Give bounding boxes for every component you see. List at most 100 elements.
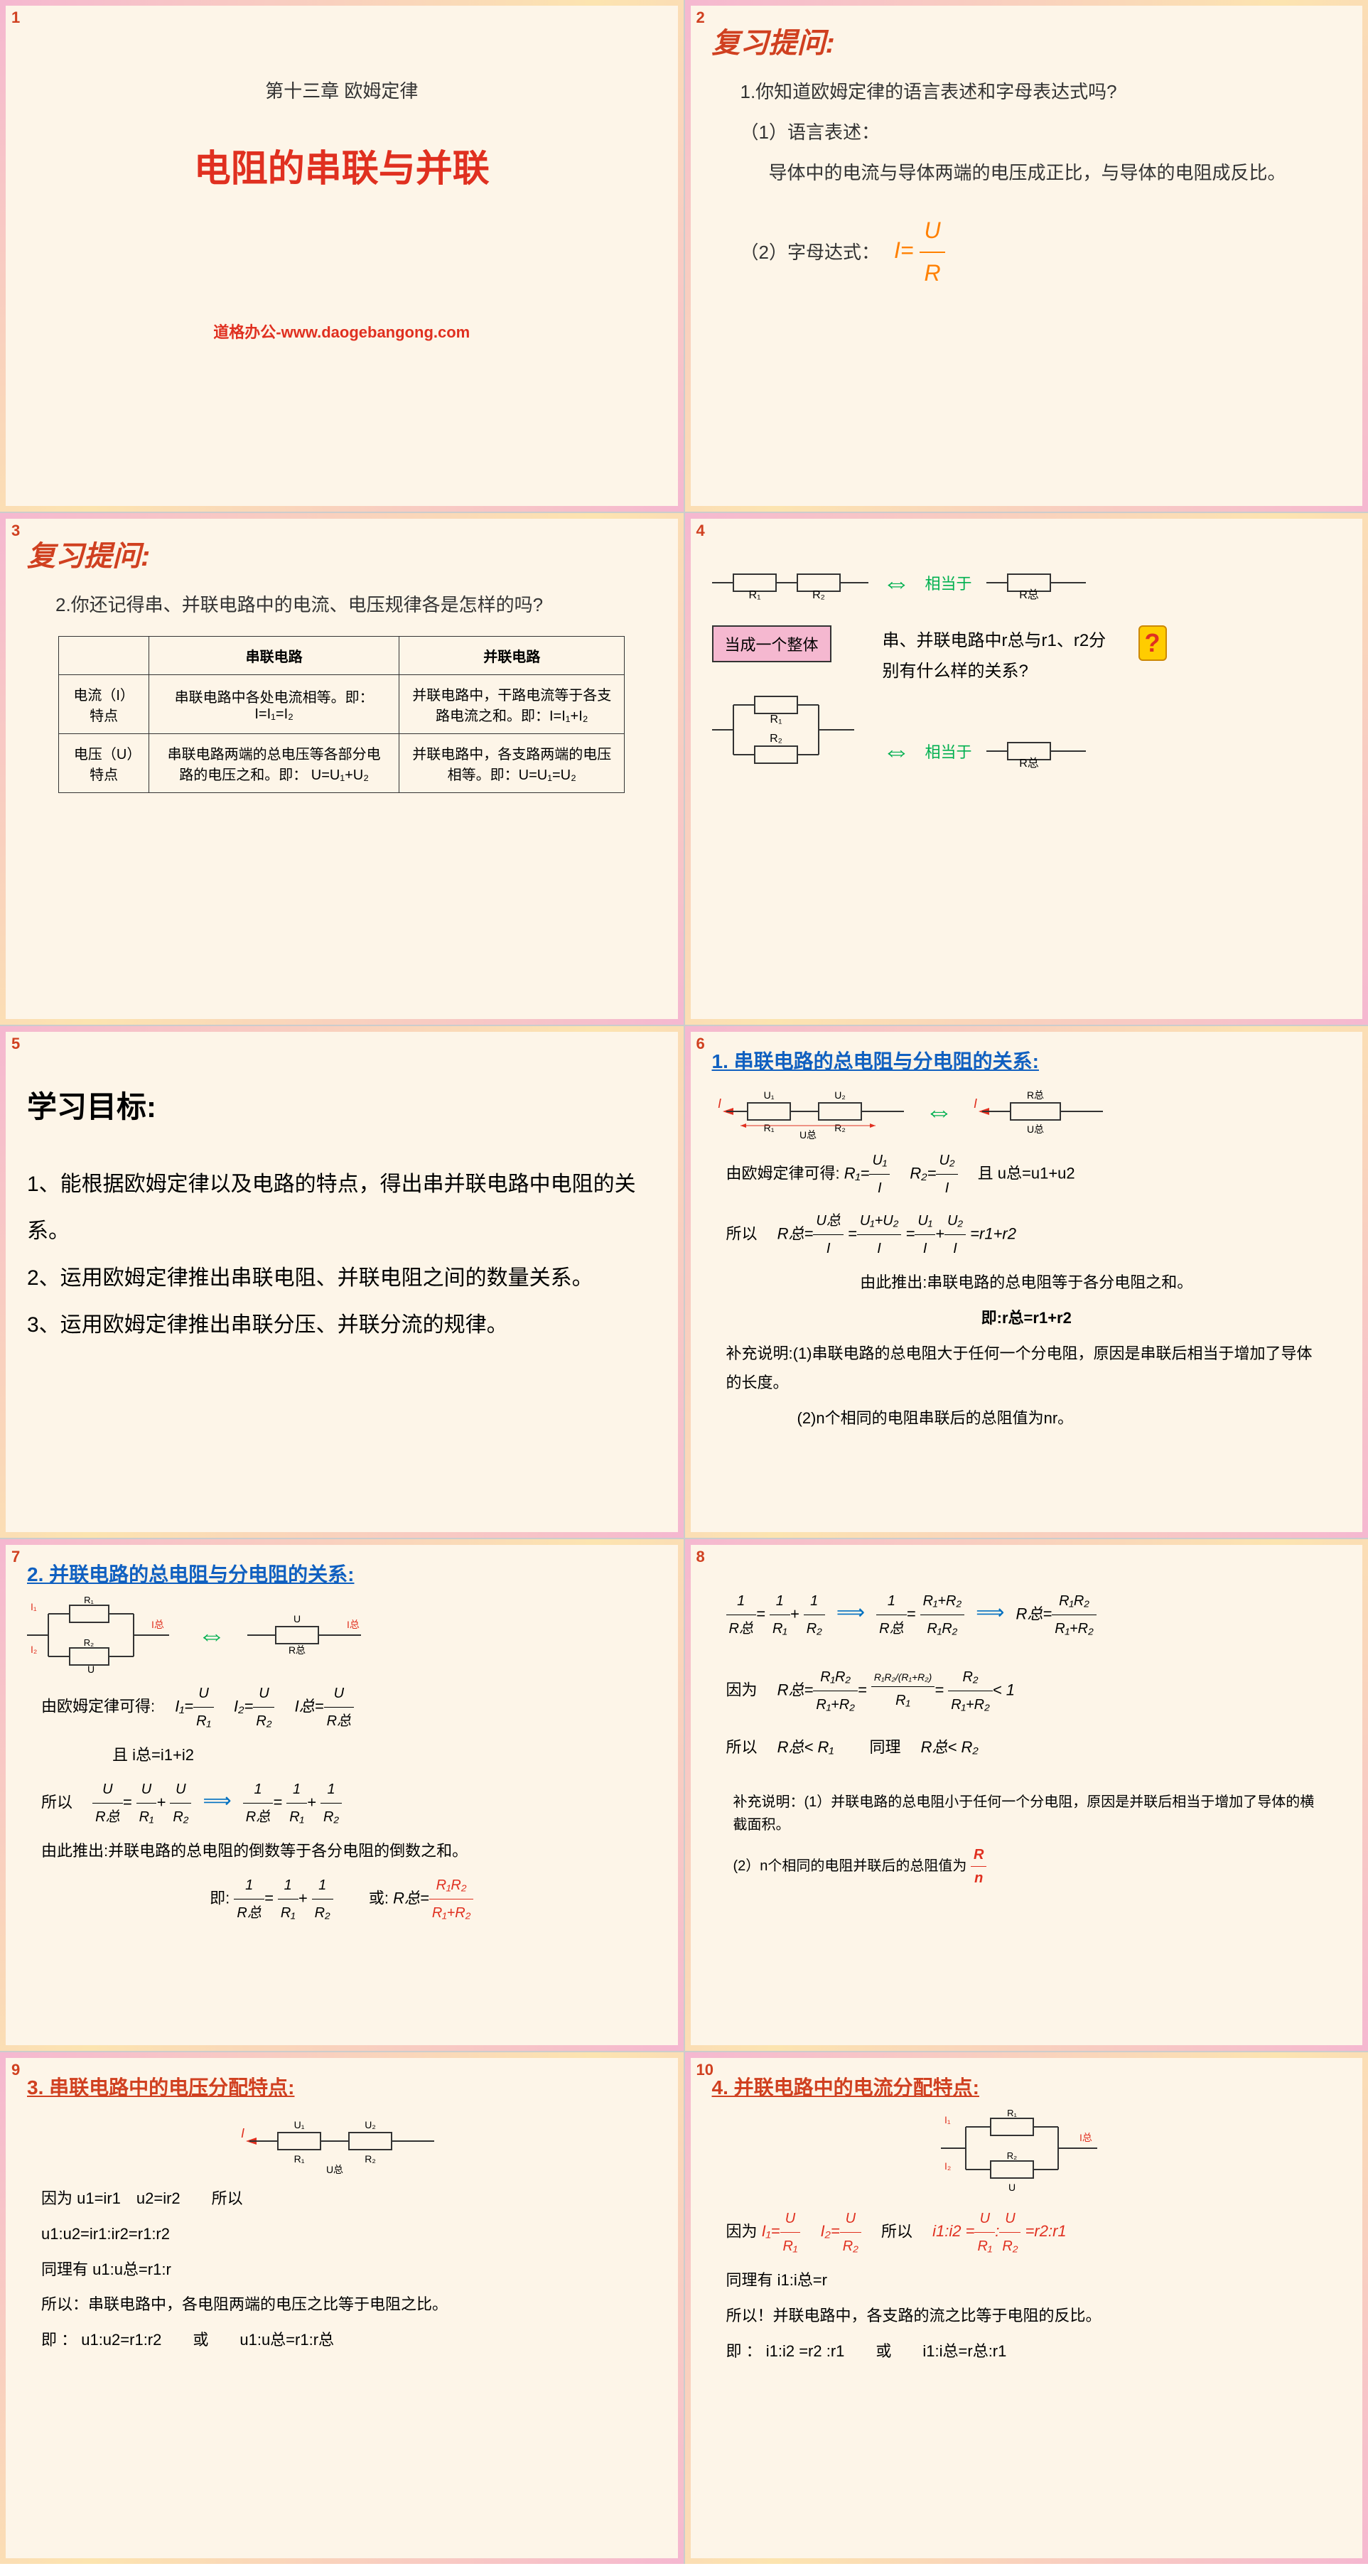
slide-6: 6 1. 串联电路的总电阻与分电阻的关系: I U₁ R₁ U₂ R₂ U总 ⇔… <box>685 1026 1368 1538</box>
svg-text:U₁: U₁ <box>763 1089 774 1101</box>
total-resistor-icon: I R总 U总 <box>968 1083 1110 1140</box>
svg-text:I₁: I₁ <box>31 1601 37 1612</box>
note: (2）n个相同的电阻并联后的总阻值为 R n <box>733 1843 1320 1890</box>
slide-number: 3 <box>11 522 20 540</box>
answer1-text: 导体中的电流与导体两端的电压成正比，与导体的电阻成反比。 <box>769 156 1313 190</box>
same-text: 同理有 i1:i总=r <box>726 2265 1327 2295</box>
final-formula: 即 ： i1:i2 =r2 :r1 或 i1:i总=r总:r1 <box>726 2337 1327 2366</box>
arrow-right-icon: ⟹ <box>203 1789 232 1811</box>
question-text: 1.你知道欧姆定律的语言表述和字母表达式吗? <box>740 75 1313 109</box>
section-heading: 4. 并联电路中的电流分配特点: <box>712 2072 1342 2101</box>
slide-5: 5 学习目标: 1、能根据欧姆定律以及电路的特点，得出串并联电路中电阻的关系。 … <box>0 1026 684 1538</box>
svg-text:U: U <box>87 1664 95 1675</box>
goal-item: 2、运用欧姆定律推出串联电阻、并联电阻之间的数量关系。 <box>27 1255 657 1302</box>
slide-3: 3 复习提问: 2.你还记得串、并联电路中的电流、电压规律各是怎样的吗? 串联电… <box>0 513 684 1025</box>
series-circuit-icon: R₁ R₂ <box>712 561 868 604</box>
slide-number: 2 <box>696 9 705 27</box>
slide-8: 8 1R总= 1R₁+ 1R₂ ⟹ 1R总= R₁+R₂R₁R₂ ⟹ R总=R₁… <box>685 1539 1368 2051</box>
svg-text:R₂: R₂ <box>365 2153 376 2165</box>
equiv-label: 相当于 <box>925 740 972 762</box>
question-text: 2.你还记得串、并联电路中的电流、电压规律各是怎样的吗? <box>55 588 628 622</box>
td: 并联电路中，干路电流等于各支路电流之和。即：I=I₁+I₂ <box>399 674 625 733</box>
slide-number: 1 <box>11 9 20 27</box>
final-formula: 即 ： u1:u2=r1:r2 或 u1:u总=r1:r总 <box>41 2325 642 2355</box>
derivation: 由欧姆定律可得: R₁=U₁I R₂=U₂I 且 u总=u1+u2 <box>726 1147 1327 1202</box>
slide-2: 2 复习提问: 1.你知道欧姆定律的语言表述和字母表达式吗? （1）语言表述： … <box>685 0 1368 512</box>
svg-text:I: I <box>241 2126 244 2140</box>
source-link: 道格办公-www.daogebangong.com <box>27 320 657 343</box>
equiv-arrow-icon: ⇔ <box>198 1620 226 1651</box>
answer2-label: （2）字母达式： <box>740 236 880 269</box>
td: 电压（U）特点 <box>59 733 149 792</box>
td: 串联电路两端的总电压等各部分电路的电压之和。即： U=U₁+U₂ <box>149 733 399 792</box>
svg-text:R₁: R₁ <box>770 713 782 726</box>
svg-text:R₁: R₁ <box>84 1595 94 1605</box>
slide-number: 9 <box>11 2061 20 2079</box>
chapter-label: 第十三章 欧姆定律 <box>27 77 657 103</box>
note: 补充说明:(1)串联电路的总电阻大于任何一个分电阻，原因是串联后相当于增加了导体… <box>726 1339 1327 1399</box>
svg-text:R₂: R₂ <box>84 1637 94 1648</box>
svg-text:R₂: R₂ <box>812 589 825 601</box>
arrow-right-icon: ⟹ <box>836 1601 865 1623</box>
conclusion: 由此推出:并联电路的总电阻的倒数等于各分电阻的倒数之和。 <box>41 1836 642 1866</box>
svg-text:I总: I总 <box>347 1619 360 1630</box>
formula: I= U R <box>894 210 945 293</box>
svg-text:U₂: U₂ <box>834 1089 846 1101</box>
section-heading: 复习提问: <box>27 533 657 574</box>
slide-number: 8 <box>696 1548 705 1566</box>
th: 串联电路 <box>149 636 399 674</box>
section-heading: 3. 串联电路中的电压分配特点: <box>27 2072 657 2101</box>
goals-heading: 学习目标: <box>27 1074 657 1140</box>
svg-text:U: U <box>1008 2182 1016 2193</box>
svg-text:R总: R总 <box>1019 757 1039 770</box>
svg-text:I总: I总 <box>1079 2132 1092 2143</box>
svg-text:R₁: R₁ <box>763 1122 774 1133</box>
th: 并联电路 <box>399 636 625 674</box>
section-heading: 复习提问: <box>712 20 1342 61</box>
slide-number: 5 <box>11 1035 20 1053</box>
svg-text:R₁: R₁ <box>1007 2108 1017 2118</box>
because-text: 因为 u1=ir1 u2=ir2 所以 <box>41 2184 642 2214</box>
svg-text:I: I <box>718 1096 721 1111</box>
conclusion-formula: 即: 1R总= 1R₁+ 1R₂ 或: R总=R₁R₂R₁+R₂ <box>41 1872 642 1926</box>
single-resistor-icon: R总 <box>986 561 1086 604</box>
derivation: 1R总= 1R₁+ 1R₂ ⟹ 1R总= R₁+R₂R₁R₂ ⟹ R总=R₁R₂… <box>726 1588 1327 1642</box>
series-diagram-icon: I U₁ R₁ U₂ R₂ U总 <box>712 1083 911 1140</box>
slide-number: 6 <box>696 1035 705 1053</box>
slide-10: 10 4. 并联电路中的电流分配特点: I₁ I₂ R₁ R₂ I总 U 因为 … <box>685 2052 1368 2564</box>
conclusion-formula: 即:r总=r1+r2 <box>726 1303 1327 1333</box>
conclusion: 由此推出:串联电路的总电阻等于各分电阻之和。 <box>726 1268 1327 1298</box>
svg-text:R₁: R₁ <box>293 2153 304 2165</box>
parallel-current-diagram-icon: I₁ I₂ R₁ R₂ I总 U <box>941 2109 1111 2194</box>
goal-item: 1、能根据欧姆定律以及电路的特点，得出串并联电路中电阻的关系。 <box>27 1161 657 1255</box>
slide-number: 7 <box>11 1548 20 1566</box>
equiv-arrow-icon: ⇔ <box>883 735 911 767</box>
th <box>59 636 149 674</box>
td: 串联电路中各处电流相等。即：I=I₁=I₂ <box>149 674 399 733</box>
svg-text:I总: I总 <box>151 1619 164 1630</box>
series-voltage-diagram-icon: I U₁ R₁ U₂ R₂ U总 <box>235 2109 448 2173</box>
total-resistor-icon: U R总 I总 <box>240 1607 368 1664</box>
slide-7: 7 2. 并联电路的总电阻与分电阻的关系: I₁ I₂ R₁ R₂ I总 U ⇔… <box>0 1539 684 2051</box>
derivation: 所以 R总< R₁ 同理 R总< R₂ <box>726 1732 1327 1762</box>
note: 补充说明：(1）并联电路的总电阻小于任何一个分电阻，原因是并联后相当于增加了导体… <box>733 1791 1320 1836</box>
and-text: 且 i总=i1+i2 <box>112 1740 642 1770</box>
svg-text:R总: R总 <box>1019 588 1039 601</box>
conclusion: 所以：串联电路中，各电阻两端的电压之比等于电阻之比。 <box>41 2290 642 2319</box>
svg-text:R总: R总 <box>1026 1089 1043 1101</box>
question-mark-icon: ? <box>1138 625 1167 661</box>
conclusion: 所以！并联电路中，各支路的流之比等于电阻的反比。 <box>726 2301 1327 2331</box>
svg-text:I₁: I₁ <box>944 2114 951 2125</box>
derivation: 所以 R总=U总I =U₁+U₂I =U₁I+U₂I =r1+r2 <box>726 1207 1327 1262</box>
whole-box: 当成一个整体 <box>712 625 831 662</box>
svg-text:R总: R总 <box>289 1644 306 1656</box>
slide-number: 4 <box>696 522 705 540</box>
parallel-diagram-icon: I₁ I₂ R₁ R₂ I总 U <box>27 1596 183 1674</box>
main-title: 电阻的串联与并联 <box>27 139 657 192</box>
answer1-label: （1）语言表述： <box>740 116 1313 149</box>
slide-number: 10 <box>696 2061 713 2079</box>
td: 电流（I）特点 <box>59 674 149 733</box>
single-resistor-icon: R总 <box>986 730 1086 772</box>
svg-text:I: I <box>974 1096 977 1111</box>
equiv-arrow-icon: ⇔ <box>925 1096 954 1128</box>
